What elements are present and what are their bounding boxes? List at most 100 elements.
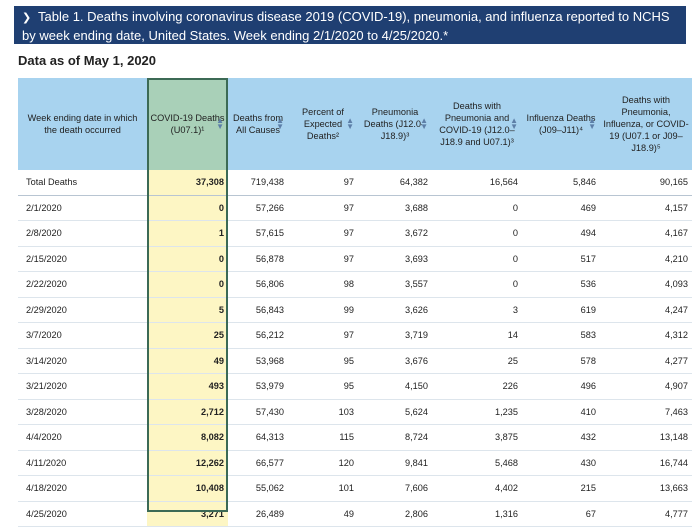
table-cell: 13,663 [600,475,692,502]
table-cell: 0 [432,195,522,221]
table-cell: 3,693 [358,246,432,272]
table-cell: 97 [288,322,358,349]
table-cell: 3,626 [358,297,432,323]
table-title-banner[interactable]: ❯ Table 1. Deaths involving coronavirus d… [14,6,686,44]
table-cell: 2/1/2020 [18,195,147,221]
table-cell: 13,148 [600,424,692,451]
table-row: 3/7/2020 25 56,212 97 3,719 14 583 4,312 [18,322,692,349]
table-cell: 5,624 [358,399,432,425]
table-cell: 9,841 [358,450,432,476]
table-cell: 494 [522,220,600,247]
table-cell: 536 [522,271,600,298]
table-cell: 12,262 [147,450,228,476]
table-cell: 3/28/2020 [18,399,147,425]
table-cell: 2/15/2020 [18,246,147,272]
table-cell: 8,724 [358,424,432,451]
table-cell: 97 [288,170,358,196]
table-cell: 16,564 [432,170,522,196]
chevron-down-icon[interactable]: ❯ [22,12,32,24]
table-cell: 10,408 [147,475,228,502]
table-cell: 3,557 [358,271,432,298]
sort-icon[interactable]: ▲ ▼ [276,116,284,131]
table-cell: 4/25/2020 [18,501,147,527]
table-cell: 56,843 [228,297,288,323]
table-cell: 25 [432,348,522,374]
table-cell: 3,688 [358,195,432,221]
table-cell: 215 [522,475,600,502]
table-row: 3/14/2020 49 53,968 95 3,676 25 578 4,277 [18,348,692,374]
table-cell: 26,489 [228,501,288,527]
header-pneumonia-influenza-covid[interactable]: Deaths with Pneumonia, Influenza, or COV… [600,78,692,170]
table-cell: Total Deaths [18,170,147,196]
table-cell: 4,777 [600,501,692,527]
table-row: 2/1/2020 0 57,266 97 3,688 0 469 4,157 [18,195,692,221]
table-cell: 101 [288,475,358,502]
header-all-causes[interactable]: Deaths from All Causes ▲ ▼ [228,78,288,170]
sort-icon[interactable]: ▲ ▼ [588,116,596,131]
table-row: 3/28/2020 2,712 57,430 103 5,624 1,235 410 7,46… [18,399,692,425]
table-cell: 4,157 [600,195,692,221]
table-cell: 2,712 [147,399,228,425]
table-cell: 120 [288,450,358,476]
table-cell: 56,212 [228,322,288,349]
table-cell: 0 [432,271,522,298]
table-cell: 8,082 [147,424,228,451]
header-percent-expected[interactable]: Percent of Expected Deaths² ▲ ▼ [288,78,358,170]
table-cell: 4/11/2020 [18,450,147,476]
table-cell: 5 [147,297,228,323]
header-week-ending[interactable]: Week ending date in which the death occu… [18,78,147,170]
table-cell: 583 [522,322,600,349]
table-cell: 0 [147,271,228,298]
header-pneumonia[interactable]: Pneumonia Deaths (J12.0–J18.9)³ ▲ ▼ [358,78,432,170]
table-cell: 57,266 [228,195,288,221]
table-cell: 95 [288,373,358,400]
table-cell: 4,093 [600,271,692,298]
table-cell: 2/22/2020 [18,271,147,298]
table-cell: 2/8/2020 [18,220,147,247]
table-cell: 97 [288,195,358,221]
table-cell: 115 [288,424,358,451]
table-cell: 2/29/2020 [18,297,147,323]
header-covid-deaths[interactable]: COVID-19 Deaths (U07.1)¹ ▲ ▼ [147,78,228,170]
table-cell: 0 [432,220,522,247]
table-cell: 7,606 [358,475,432,502]
table-cell: 53,968 [228,348,288,374]
table-cell: 719,438 [228,170,288,196]
table-cell: 64,313 [228,424,288,451]
table-cell: 2,806 [358,501,432,527]
sort-icon[interactable]: ▲ ▼ [510,116,518,131]
header-pneumonia-and-covid[interactable]: Deaths with Pneumonia and COVID-19 (J12.… [432,78,522,170]
table-cell: 7,463 [600,399,692,425]
table-cell: 3/7/2020 [18,322,147,349]
table-cell: 3,672 [358,220,432,247]
table-cell: 0 [147,195,228,221]
sort-icon[interactable]: ▲ ▼ [216,116,224,131]
table-cell: 98 [288,271,358,298]
table-cell: 4,277 [600,348,692,374]
table-cell: 25 [147,322,228,349]
table-cell: 4,247 [600,297,692,323]
header-influenza[interactable]: Influenza Deaths (J09–J11)⁴ ▲ ▼ [522,78,600,170]
deaths-table-container: Week ending date in which the death occu… [18,78,692,527]
table-cell: 496 [522,373,600,400]
table-cell: 3/14/2020 [18,348,147,374]
table-row: 2/15/2020 0 56,878 97 3,693 0 517 4,210 [18,246,692,272]
table-cell: 99 [288,297,358,323]
table-row: 4/11/2020 12,262 66,577 120 9,841 5,468 430 16,… [18,450,692,476]
table-row: 2/29/2020 5 56,843 99 3,626 3 619 4,247 [18,297,692,323]
table-cell: 4,167 [600,220,692,247]
table-row: 2/8/2020 1 57,615 97 3,672 0 494 4,167 [18,220,692,247]
table-cell: 3 [432,297,522,323]
table-cell: 432 [522,424,600,451]
table-cell: 3,719 [358,322,432,349]
table-row: 3/21/2020 493 53,979 95 4,150 226 496 4,907 [18,373,692,400]
table-title: Table 1. Deaths involving coronavirus di… [22,9,670,43]
table-cell: 517 [522,246,600,272]
table-cell: 66,577 [228,450,288,476]
sort-icon[interactable]: ▲ ▼ [420,116,428,131]
table-cell: 4/18/2020 [18,475,147,502]
sort-icon[interactable]: ▲ ▼ [346,116,354,131]
table-cell: 14 [432,322,522,349]
table-cell: 49 [288,501,358,527]
table-cell: 3,676 [358,348,432,374]
